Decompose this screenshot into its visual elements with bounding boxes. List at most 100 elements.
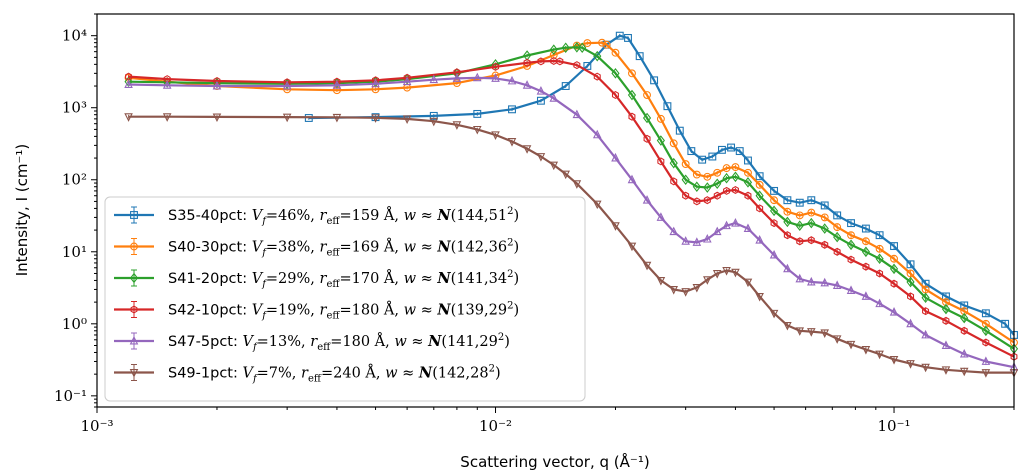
series-4-point (744, 191, 752, 200)
series-3-point (578, 42, 587, 54)
series-6 (124, 113, 1018, 378)
series-5-point (669, 226, 679, 236)
series-1-point (675, 126, 684, 135)
series-3-point (820, 223, 829, 234)
series-6-point (722, 267, 731, 276)
series-5-point (491, 73, 500, 82)
series-5-point (212, 80, 222, 90)
series-3-point (921, 292, 930, 304)
series-1-point (820, 201, 829, 210)
series-1-point (687, 147, 696, 156)
series-3-point (491, 59, 500, 70)
series-6-point (906, 360, 915, 369)
series-3-point (703, 182, 712, 193)
series-1-point (708, 152, 717, 161)
series-1-point (727, 143, 736, 152)
legend-entry: S49-1pct: Vf=7%, reff=240 Å, w ≈ N(142,2… (114, 364, 501, 385)
series-2-point (847, 231, 855, 240)
series-4-point (703, 196, 711, 205)
series-2-point (755, 180, 764, 189)
series-4-point (982, 338, 990, 347)
series-3-point (572, 41, 581, 53)
legend-entry: S40-30pct: Vf=38%, reff=169 Å, w ≈ N(142… (114, 238, 519, 259)
series-4-point (890, 279, 898, 288)
series-1-point (650, 76, 659, 85)
series-6-point (783, 321, 792, 331)
series-6-point (769, 309, 779, 319)
series-2-point (770, 196, 779, 205)
x-tick-label: 10⁻¹ (878, 417, 911, 435)
series-5 (124, 72, 1018, 371)
series-2-point (861, 237, 870, 246)
series-6-point (875, 350, 884, 360)
series-5-point (731, 217, 740, 227)
series-6-point (795, 327, 805, 336)
series-6-point (642, 261, 652, 271)
legend-entry: S47-5pct: Vf=13%, reff=180 Å, w ≈ N(141,… (114, 332, 510, 353)
series-4-point (492, 62, 500, 71)
series-5-point (592, 129, 602, 139)
series-3-point (795, 220, 804, 232)
series-5-point (282, 80, 292, 90)
axes-layer: 10⁻³ 10⁻² 10⁻¹ 10⁻¹ 10⁰ 10¹ 10² 10³ 10⁴ (54, 13, 1015, 435)
series-1-point (536, 96, 545, 105)
series-5-point (743, 223, 753, 233)
series-6-point (561, 170, 570, 180)
series-2-point (783, 207, 792, 216)
series-1-point (698, 155, 707, 164)
series-4-point (731, 185, 739, 195)
series-3-point (906, 276, 915, 288)
x-tick-label: 10⁻² (479, 417, 512, 435)
series-4-point (833, 247, 841, 256)
series-2-point (681, 160, 690, 169)
series-1-point (635, 52, 644, 61)
series-5-point (807, 276, 816, 286)
legend-label: S41-20pct: Vf=29%, reff=170 Å, w ≈ N(141… (168, 269, 519, 290)
series-1-point (663, 102, 672, 111)
series-1-point (981, 309, 990, 318)
series-6-point (941, 366, 951, 375)
series-5-point (549, 93, 559, 102)
series-5-point (572, 109, 582, 119)
series-1-point (783, 196, 792, 205)
series-3-point (627, 89, 637, 101)
series-6-point (162, 113, 172, 122)
series-6-point (429, 117, 439, 127)
series-5-point (921, 329, 930, 339)
series-1-point (906, 260, 915, 269)
series-1-point (615, 31, 624, 40)
series-3-point (681, 174, 690, 186)
y-tick-label: 10² (62, 171, 87, 189)
series-5-point (889, 307, 899, 316)
series-4-point (862, 262, 870, 271)
series-2-point (820, 213, 829, 222)
series-3-point (722, 172, 731, 184)
series-5-point (642, 195, 652, 204)
series-4-point (537, 57, 545, 66)
series-4-point (960, 326, 968, 335)
legend-label: S47-5pct: Vf=13%, reff=180 Å, w ≈ N(141,… (168, 332, 510, 353)
series-2-point (713, 168, 722, 177)
series-5-point (755, 235, 764, 244)
legend: S35-40pct: Vf=46%, reff=159 Å, w ≈ N(144… (104, 196, 586, 402)
series-6-point (681, 288, 690, 297)
series-2-point (669, 139, 678, 148)
series-5-point (722, 220, 731, 230)
series-5-line (128, 76, 1015, 369)
series-6-point (332, 113, 342, 123)
series-2-point (875, 244, 884, 253)
series-1-point (735, 147, 744, 156)
series-1-point (875, 231, 884, 240)
series-6-point (846, 340, 856, 350)
series-5-point (507, 75, 517, 85)
series-4-point (523, 58, 531, 67)
series-3-point (611, 68, 620, 79)
series-6-point (452, 121, 462, 130)
series-6-point (669, 285, 679, 295)
series-6-point (549, 161, 559, 171)
series-4-point (907, 292, 915, 301)
series-6-point (212, 113, 222, 123)
legend-entry: S41-20pct: Vf=29%, reff=170 Å, w ≈ N(141… (114, 269, 519, 290)
series-3-point (960, 312, 969, 324)
